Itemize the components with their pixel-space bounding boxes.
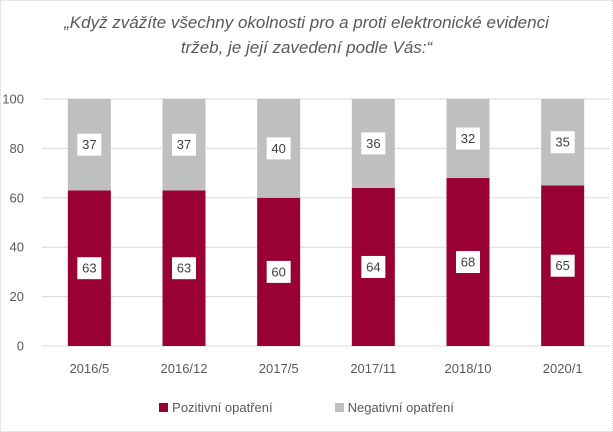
- data-label-box: [361, 132, 386, 155]
- legend: Pozitivní opatření Negativní opatření: [0, 400, 613, 415]
- bar-group: 65: [541, 185, 585, 346]
- chart-title: „Když zvážíte všechny okolnosti pro a pr…: [0, 10, 613, 60]
- x-tick-label: 2018/10: [445, 361, 492, 376]
- bars: 63 37 63 37 60 40 64 36 68 32 65 35: [67, 99, 585, 346]
- x-tick-label: 2020/1: [543, 361, 583, 376]
- data-label: 32: [461, 131, 475, 146]
- legend-label-negative: Negativní opatření: [347, 400, 454, 415]
- data-label: 36: [366, 136, 380, 151]
- bar-group: 63: [162, 190, 206, 346]
- data-label: 37: [177, 137, 191, 152]
- bar-group: 60: [257, 197, 301, 346]
- legend-item-positive: Pozitivní opatření: [159, 400, 273, 415]
- bar-group: 63: [67, 190, 111, 346]
- y-tick-label: 80: [10, 141, 24, 156]
- x-tick-label: 2016/12: [161, 361, 208, 376]
- data-label: 65: [555, 258, 569, 273]
- data-label: 63: [177, 261, 191, 276]
- data-label-box: [361, 255, 386, 278]
- data-label: 35: [555, 135, 569, 150]
- x-tick-label: 2016/5: [69, 361, 109, 376]
- data-label: 37: [82, 137, 96, 152]
- x-tick-label: 2017/11: [350, 361, 396, 376]
- data-label-box: [266, 260, 291, 283]
- data-label: 63: [82, 261, 96, 276]
- y-tick-label: 100: [2, 92, 24, 107]
- data-label-box: [77, 257, 102, 280]
- x-axis: 2016/5 2016/12 2017/5 2017/11 2018/10 2020/1: [69, 361, 582, 376]
- y-axis: 0 20 40 60 80 100: [2, 92, 24, 354]
- x-tick-label: 2017/5: [259, 361, 299, 376]
- data-label-box: [550, 131, 575, 154]
- data-label: 60: [271, 264, 285, 279]
- data-label-box: [266, 137, 291, 160]
- data-label: 68: [461, 255, 475, 270]
- data-label-box: [77, 133, 102, 156]
- legend-swatch-negative: [334, 403, 344, 412]
- data-label-box: [172, 257, 196, 280]
- legend-label-positive: Pozitivní opatření: [172, 400, 273, 415]
- bar-group: 37: [162, 99, 206, 191]
- y-tick-label: 60: [10, 190, 24, 205]
- y-tick-label: 20: [10, 289, 24, 304]
- chart-title-line-2: tržeb, je její zavedení podle Vás:“: [180, 38, 433, 57]
- data-label: 40: [271, 141, 285, 156]
- data-label: 64: [366, 259, 380, 274]
- y-tick-label: 40: [10, 240, 24, 255]
- data-label-box: [456, 127, 480, 150]
- bar-group: 35: [541, 99, 585, 186]
- bar-group: 36: [351, 99, 395, 188]
- gridlines: [42, 98, 610, 347]
- bar-group: 64: [351, 187, 395, 346]
- legend-swatch-positive: [159, 403, 169, 412]
- chart-title-line-1: „Když zvážíte všechny okolnosti pro a pr…: [64, 13, 549, 32]
- data-label-box: [456, 251, 480, 274]
- bar-group: 68: [446, 178, 490, 346]
- bar-group: 40: [257, 99, 301, 198]
- y-tick-label: 0: [17, 339, 24, 354]
- data-label-box: [172, 133, 196, 156]
- data-label-box: [550, 254, 575, 277]
- bar-group: 37: [67, 99, 111, 191]
- legend-item-negative: Negativní opatření: [334, 400, 454, 415]
- bar-group: 32: [446, 99, 490, 179]
